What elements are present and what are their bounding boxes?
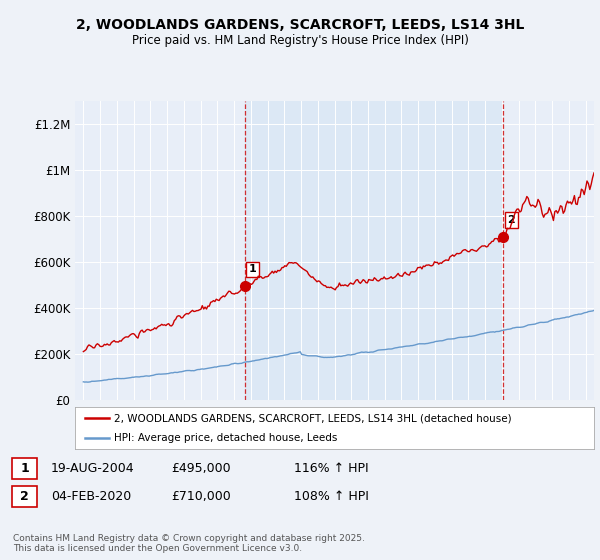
Text: 04-FEB-2020: 04-FEB-2020	[51, 490, 131, 503]
Text: 1: 1	[20, 462, 29, 475]
Text: HPI: Average price, detached house, Leeds: HPI: Average price, detached house, Leed…	[114, 433, 337, 443]
Text: 2: 2	[20, 490, 29, 503]
Text: £710,000: £710,000	[171, 490, 231, 503]
Text: 2, WOODLANDS GARDENS, SCARCROFT, LEEDS, LS14 3HL: 2, WOODLANDS GARDENS, SCARCROFT, LEEDS, …	[76, 18, 524, 32]
Text: 1: 1	[249, 264, 257, 274]
Text: 108% ↑ HPI: 108% ↑ HPI	[294, 490, 369, 503]
Text: Contains HM Land Registry data © Crown copyright and database right 2025.
This d: Contains HM Land Registry data © Crown c…	[13, 534, 365, 553]
Text: 2, WOODLANDS GARDENS, SCARCROFT, LEEDS, LS14 3HL (detached house): 2, WOODLANDS GARDENS, SCARCROFT, LEEDS, …	[114, 413, 512, 423]
Text: 116% ↑ HPI: 116% ↑ HPI	[294, 462, 368, 475]
Bar	[245, 101, 503, 400]
Text: Price paid vs. HM Land Registry's House Price Index (HPI): Price paid vs. HM Land Registry's House …	[131, 34, 469, 47]
Text: 2: 2	[508, 215, 515, 225]
Text: 19-AUG-2004: 19-AUG-2004	[51, 462, 134, 475]
Text: £495,000: £495,000	[171, 462, 230, 475]
